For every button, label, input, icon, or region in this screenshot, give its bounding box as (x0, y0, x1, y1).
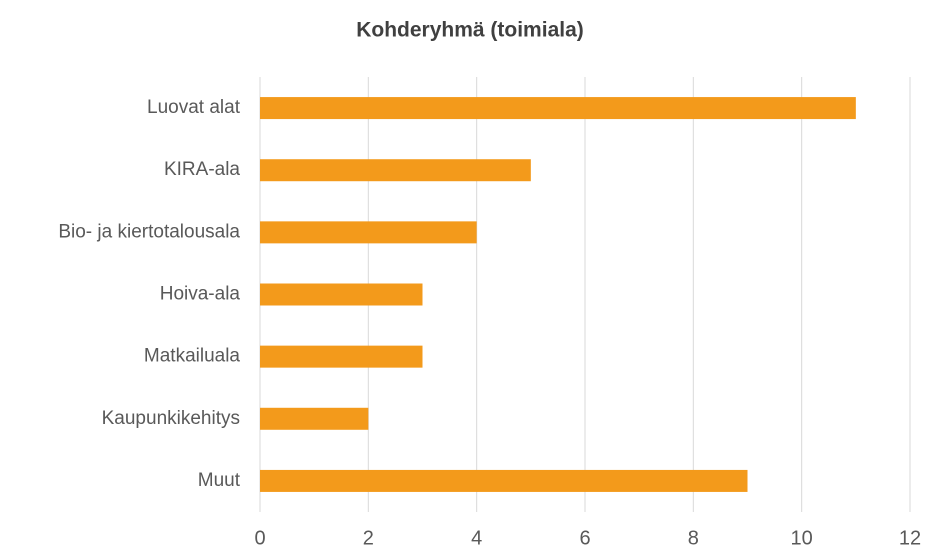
y-tick-label: Muut (198, 470, 241, 491)
y-tick-label: KIRA-ala (164, 159, 240, 180)
bar (260, 283, 423, 306)
x-tick-label: 12 (899, 527, 921, 549)
bar (260, 407, 369, 430)
bar (260, 345, 423, 368)
y-tick-label: Hoiva-ala (160, 284, 241, 305)
y-tick-label: Bio- ja kiertotalousala (58, 221, 240, 242)
x-tick-label: 10 (791, 527, 813, 549)
chart-title: Kohderyhmä (toimiala) (356, 19, 584, 42)
bar (260, 469, 748, 492)
bar (260, 97, 856, 120)
y-tick-label: Kaupunkikehitys (102, 408, 240, 429)
bar (260, 159, 531, 182)
bar (260, 221, 477, 244)
x-tick-label: 4 (471, 527, 482, 549)
x-tick-label: 0 (254, 527, 265, 549)
y-tick-label: Matkailuala (144, 346, 241, 367)
x-tick-label: 2 (363, 527, 374, 549)
x-tick-label: 8 (688, 527, 699, 549)
y-tick-label: Luovat alat (147, 97, 241, 118)
x-tick-label: 6 (579, 527, 590, 549)
